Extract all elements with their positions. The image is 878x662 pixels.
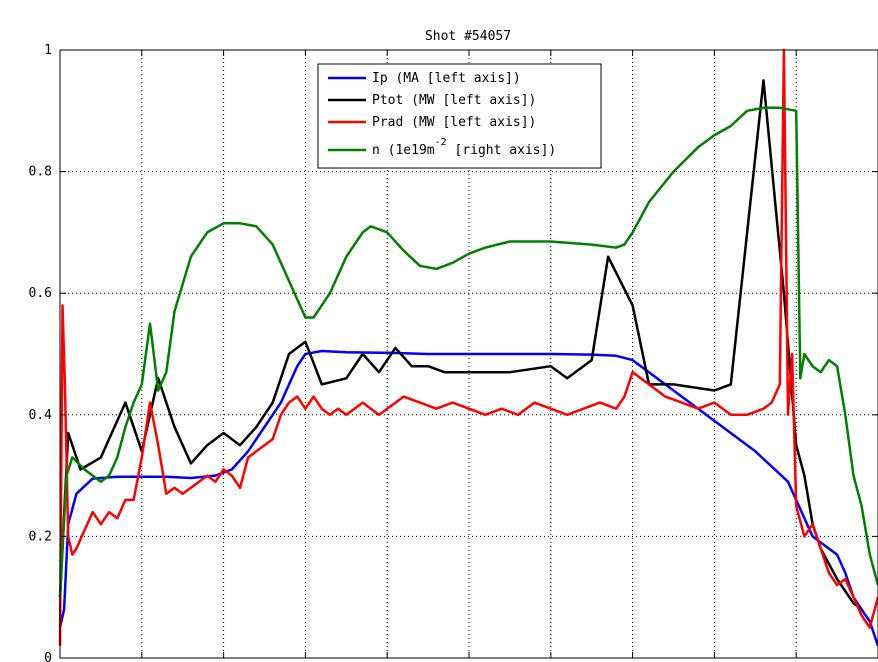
- axis-ticks: 0 0.2 0.4 0.6 0.8 1: [29, 43, 878, 662]
- legend-label-2: Prad (MW [left axis]): [372, 115, 536, 130]
- y-tick-label-1: 0.2: [29, 529, 52, 544]
- legend-label-0: Ip (MA [left axis]): [372, 71, 521, 86]
- series-line-2: [58, 48, 878, 646]
- series-layer: [58, 48, 878, 647]
- legend-label-1: Ptot (MW [left axis]): [372, 93, 536, 108]
- y-tick-label-5: 1: [44, 43, 52, 58]
- legend-label-3: n (1e19m-2 [right axis]): [372, 137, 556, 158]
- legend: Ip (MA [left axis]) Ptot (MW [left axis])…: [317, 63, 602, 169]
- y-tick-label-4: 0.8: [29, 165, 52, 180]
- y-tick-label-0: 0: [44, 651, 52, 662]
- series-line-3: [58, 106, 878, 598]
- chart-title: Shot #54057: [425, 29, 511, 44]
- y-tick-label-2: 0.4: [29, 408, 53, 423]
- y-tick-label-3: 0.6: [29, 286, 52, 301]
